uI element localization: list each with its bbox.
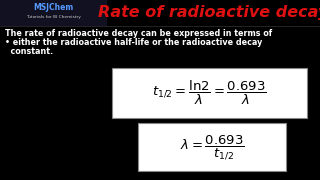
Bar — [0, 0, 107, 26]
Text: constant.: constant. — [5, 47, 53, 56]
FancyBboxPatch shape — [138, 123, 286, 171]
Text: Tutorials for IB Chemistry: Tutorials for IB Chemistry — [26, 15, 80, 19]
FancyBboxPatch shape — [112, 68, 307, 118]
Text: $t_{1/2} = \dfrac{\mathrm{ln}2}{\lambda} = \dfrac{0.693}{\lambda}$: $t_{1/2} = \dfrac{\mathrm{ln}2}{\lambda}… — [152, 79, 267, 107]
Text: The rate of radioactive decay can be expressed in terms of: The rate of radioactive decay can be exp… — [5, 29, 272, 38]
Text: Rate of radioactive decay: Rate of radioactive decay — [98, 6, 320, 21]
Text: MSJChem: MSJChem — [33, 3, 73, 12]
Text: • either the radioactive half-life or the radioactive decay: • either the radioactive half-life or th… — [5, 38, 262, 47]
Text: $\lambda = \dfrac{0.693}{t_{1/2}}$: $\lambda = \dfrac{0.693}{t_{1/2}}$ — [180, 133, 244, 161]
